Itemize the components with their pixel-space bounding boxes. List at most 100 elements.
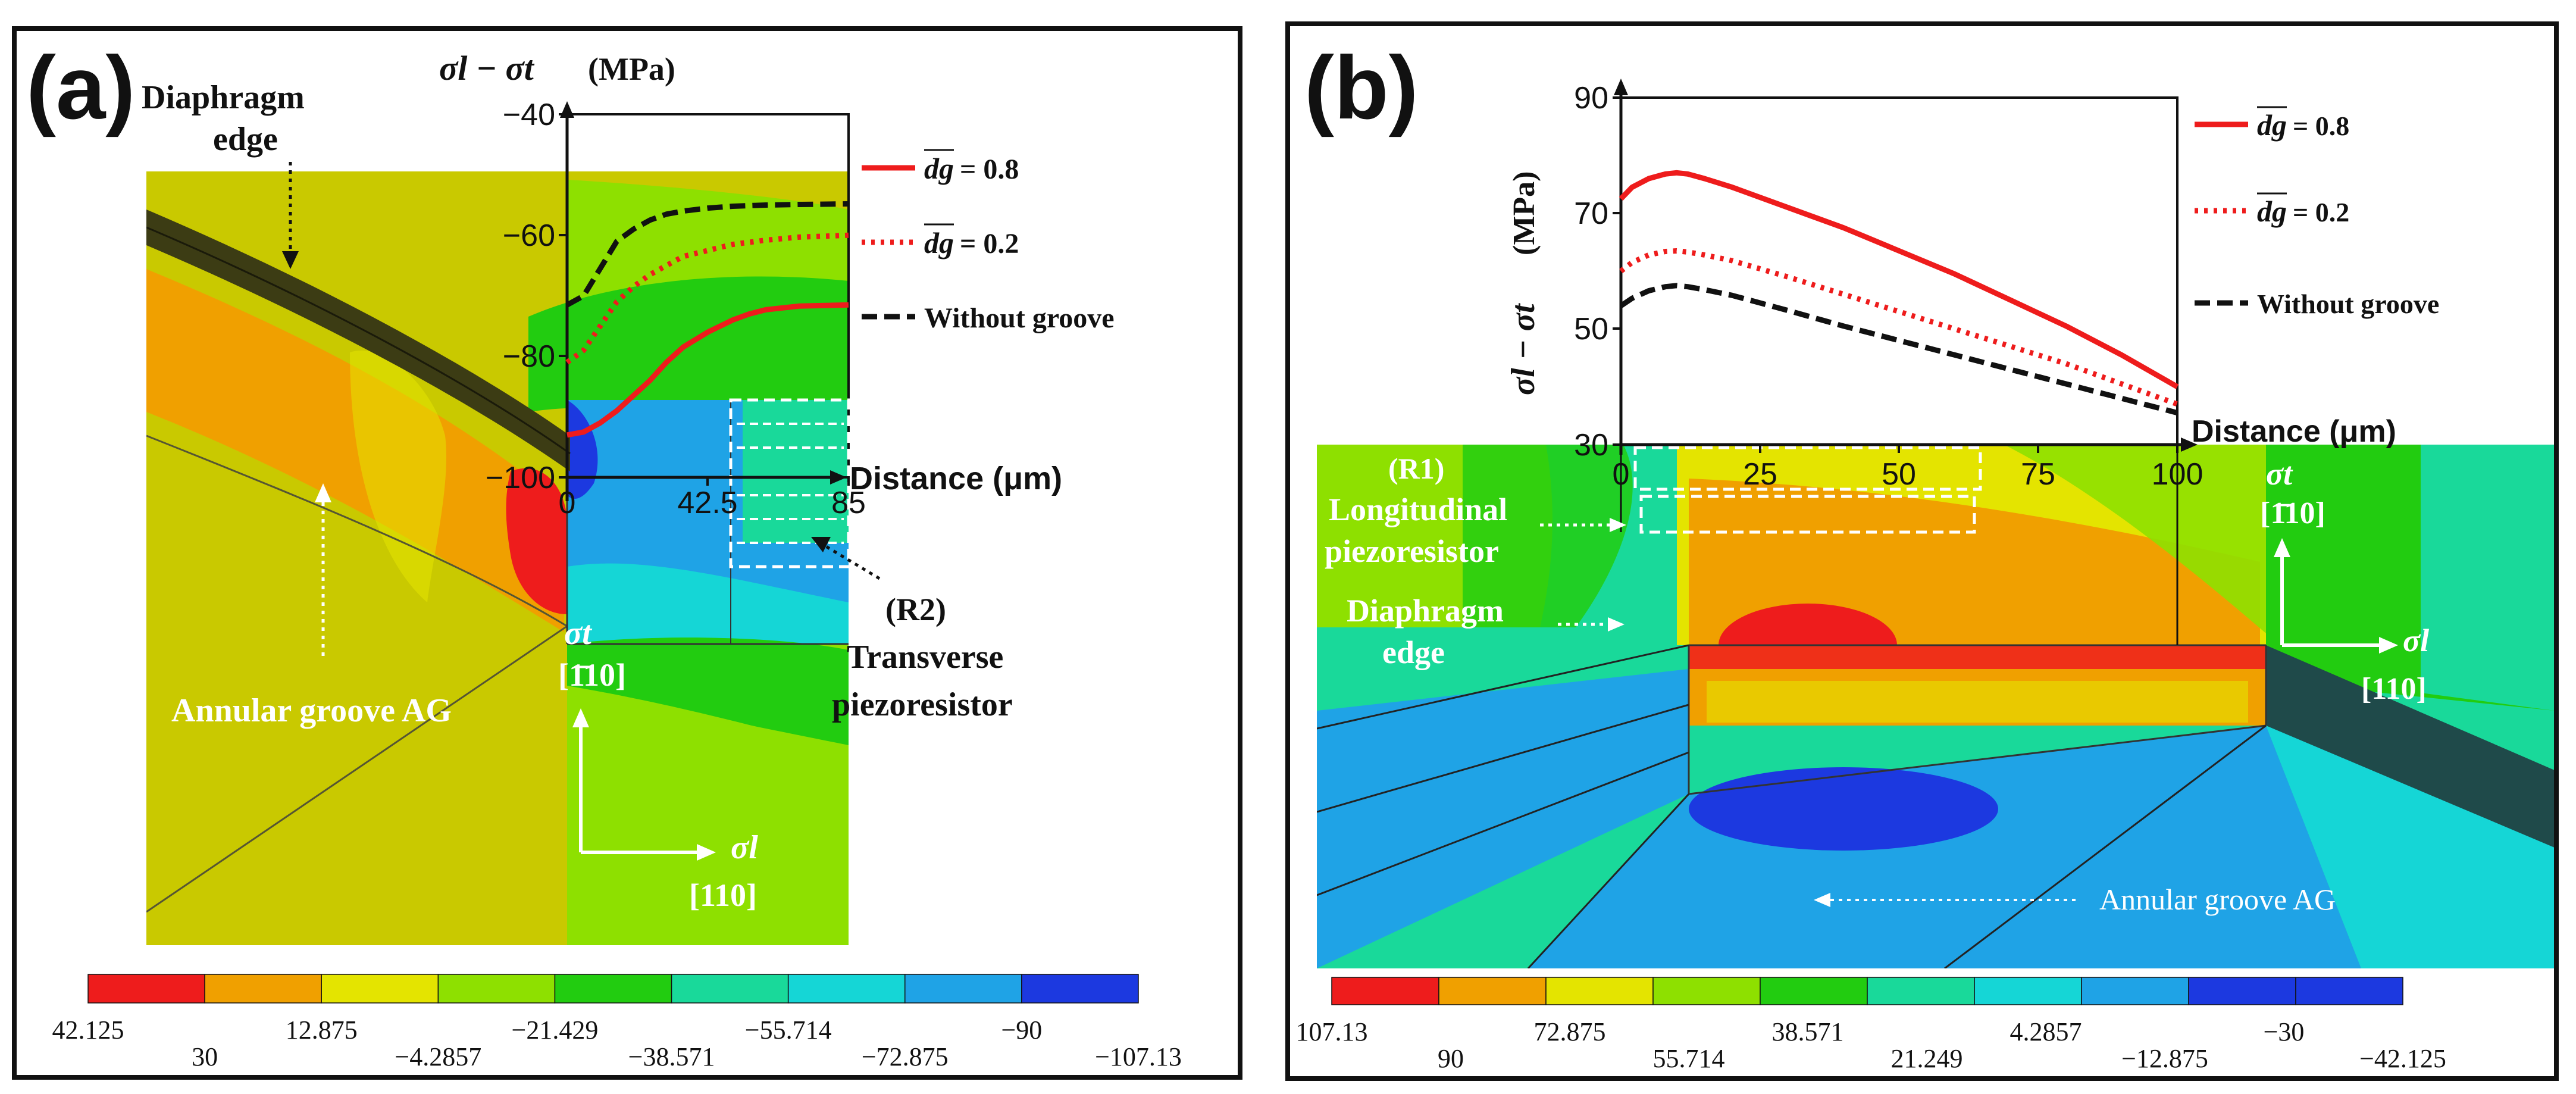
groove-line-a (146, 625, 568, 913)
colorbar-label: 107.13 (1296, 1017, 1368, 1046)
x-tick-label: 0 (1613, 457, 1630, 492)
panel-label-a: (a) (26, 37, 136, 137)
diaphragm-edge-label-a1: Diaphragm (142, 79, 305, 116)
colorbar-swatch (437, 974, 556, 1004)
x-axis-label-b: Distance (μm) (2192, 414, 2396, 449)
contour-green-b1 (1463, 445, 1633, 627)
colorbar-label: 4.2857 (2010, 1017, 2082, 1046)
colorbar-label: −107.13 (1095, 1042, 1182, 1071)
colorbar-swatch (554, 974, 672, 1004)
y-tick-label: −60 (503, 218, 555, 253)
colorbar-swatch (87, 974, 205, 1004)
sigma-t-arrowhead-a (572, 708, 589, 727)
groove-line-b5 (1944, 724, 2267, 968)
colorbar-swatch (321, 974, 439, 1004)
diaphragm-edge-line-a (146, 226, 571, 455)
colorbar-label: −12.875 (2121, 1044, 2208, 1073)
y-axis-label-a: σl − σt (439, 49, 535, 87)
colorbar-label: 72.875 (1534, 1017, 1606, 1046)
dir-t-label-a: [1̄10] (558, 657, 626, 693)
colorbar-label: −30 (2264, 1017, 2305, 1046)
contour-blue-a (567, 400, 598, 499)
x-axis-arrow-a (830, 470, 847, 485)
x-tick-label: 75 (2021, 457, 2055, 492)
box-bottom-b (1688, 724, 2267, 795)
r2-arrowhead (811, 537, 831, 552)
legend-dg-b2: dg (2257, 195, 2287, 228)
groove-line-b4 (1527, 793, 1690, 968)
colorbar-label: 38.571 (1772, 1017, 1844, 1046)
legend-label-without-a: Without groove (924, 302, 1115, 334)
sigma-l-label-b: σl (2403, 623, 2429, 658)
colorbar-swatch (787, 974, 906, 1004)
legend-a: dg = 0.8 dg = 0.2 Without groove (862, 149, 1115, 334)
diaphragm-edge-label-a2: edge (213, 121, 278, 158)
colorbar-a: 42.125 30 12.875 −4.2857 −21.429 −38.571 −55.7… (52, 974, 1182, 1071)
series-line-dotted (1619, 248, 2179, 407)
colorbar-swatch (2188, 977, 2296, 1005)
contour-lightgreen-a2 (567, 686, 849, 945)
colorbar-swatch (904, 974, 1022, 1004)
contour-red-a (506, 468, 567, 614)
diaphragm-edge-arrowhead-a (282, 251, 299, 269)
r1-label-1: (R1) (1388, 452, 1444, 485)
series-line-dashed (1619, 283, 2179, 415)
dir-l-label-a: [110] (689, 877, 757, 913)
legend-label-02-b: = 0.2 (2293, 197, 2349, 227)
front-face-yellow-b (1707, 681, 2248, 723)
x-tick-label: 0 (559, 486, 576, 520)
contour-map-a (146, 171, 849, 945)
series-b (1619, 170, 2179, 415)
colorbar-label: 12.875 (286, 1015, 358, 1045)
front-face-red-b (1689, 645, 2266, 669)
legend-b: dg = 0.8 dg = 0.2 Without groove (2195, 106, 2439, 319)
groove-left-b (1317, 669, 1689, 968)
colorbar-swatch (1974, 977, 2082, 1005)
groove-line-b3 (1317, 751, 1689, 896)
y-tick-label: 30 (1574, 428, 1608, 462)
colorbar-swatch (2081, 977, 2189, 1005)
x-axis-label-a: Distance (μm) (850, 461, 1062, 496)
colorbar-label: −72.875 (862, 1042, 949, 1071)
groove-floor-b (1528, 726, 2361, 968)
colorbar-swatch (1867, 977, 1975, 1005)
contour-yellow-a (350, 350, 447, 602)
y-axis-unit-a: (MPa) (588, 51, 675, 87)
colorbar-label: −38.571 (628, 1042, 715, 1071)
contour-cyan-a (567, 563, 849, 644)
y-axis-unit-b: (MPa) (1507, 171, 1541, 255)
legend-label-02-a: = 0.2 (960, 228, 1019, 260)
panel-b: 90 70 50 30 0 25 50 75 100 σl − σt (MPa) Distanc… (1285, 21, 2559, 1081)
groove-arrowhead-a (315, 483, 331, 502)
r2-label-1: (R2) (885, 592, 946, 627)
y-tick-label: −80 (503, 339, 555, 374)
sigma-t-arrowhead-b (2274, 538, 2290, 557)
y-axis-label-group-b: σl − σt (MPa) (1505, 171, 1542, 395)
r1-label-2: Longitudinal (1329, 492, 1507, 527)
colorbar-swatch (2295, 977, 2403, 1005)
sigma-l-arrowhead-a (697, 844, 716, 861)
contour-orange-a (146, 269, 564, 632)
y-tick-label: −100 (486, 461, 555, 495)
contour-teal-a (743, 400, 849, 543)
plot-frame-b (1620, 96, 2179, 446)
groove-line-b1 (1317, 644, 1689, 730)
colorbar-swatch (1760, 977, 1868, 1005)
colorbar-swatch (204, 974, 322, 1004)
contour-map-b (1317, 445, 2554, 968)
r1-arrowhead (1610, 518, 1626, 532)
r2-arrow (819, 541, 881, 580)
series-a (565, 201, 849, 438)
diaphragm-edge-arrowhead-b (1608, 617, 1625, 632)
groove-arrowhead-b (1814, 893, 1830, 907)
series-line-dotted (565, 232, 849, 365)
sigma-l-arrowhead-b (2379, 637, 2398, 654)
diaphragm-edge-label-b2: edge (1382, 634, 1445, 670)
y-tick-label: 90 (1574, 81, 1608, 115)
colorbar-label: 21.249 (1891, 1044, 1963, 1073)
r1-dashed-box-1 (1633, 446, 1982, 491)
contour-green-a2 (567, 637, 849, 745)
colorbar-swatch (1331, 977, 1439, 1005)
colorbar-label: −42.125 (2359, 1044, 2446, 1073)
